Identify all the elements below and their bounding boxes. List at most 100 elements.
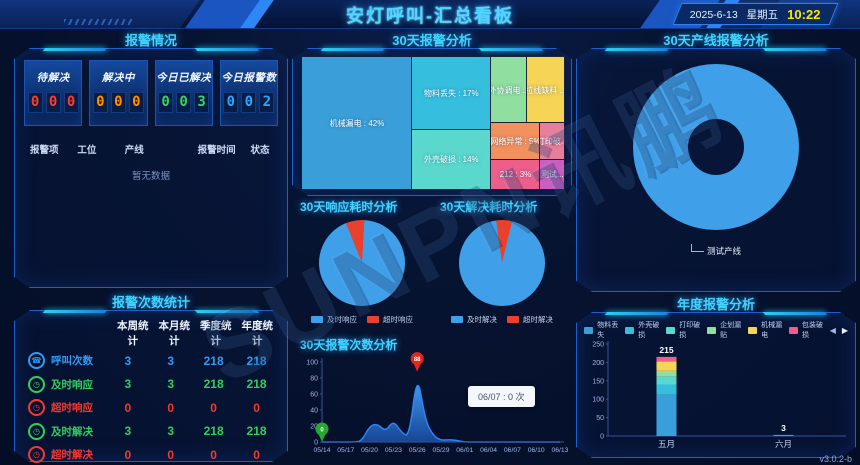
svg-text:0: 0 bbox=[600, 434, 604, 441]
stats-value: 3 bbox=[167, 377, 175, 392]
legend-swatch bbox=[451, 316, 463, 323]
legend-item[interactable]: 包装破损 bbox=[788, 320, 824, 340]
version-text: v3.0.2-b bbox=[819, 454, 852, 464]
stats-row-label: 及时解决 bbox=[51, 425, 93, 438]
svg-text:150: 150 bbox=[592, 378, 604, 385]
frame-accent bbox=[604, 312, 670, 315]
treemap-label: 212 : 3% bbox=[499, 169, 532, 179]
page-title: 安灯呼叫-汇总看板 bbox=[346, 6, 514, 26]
legend-item[interactable]: 企划漏贴 bbox=[706, 320, 742, 340]
svg-text:80: 80 bbox=[310, 376, 318, 383]
svg-text:06/13: 06/13 bbox=[551, 447, 568, 454]
stats-value: 3 bbox=[124, 353, 132, 368]
stats-row: ☎ 呼叫次数 3 3 218 218 bbox=[28, 350, 278, 372]
legend-label: 企划漏贴 bbox=[720, 322, 742, 339]
chart-title: 30天响应耗时分析 bbox=[300, 200, 398, 214]
frame-accent bbox=[762, 312, 828, 315]
stats-value: 218 bbox=[203, 353, 224, 368]
legend-label: 超时响应 bbox=[383, 315, 413, 324]
area-chart[interactable]: 0 20 40 60 80 100 05/14 05/17 05/20 05/23 05… bbox=[296, 352, 569, 458]
stats-row-label: 及时响应 bbox=[51, 378, 93, 391]
stats-row-label: 超时解决 bbox=[51, 449, 93, 462]
treemap-label: 外壳破损 : 14% bbox=[423, 154, 479, 164]
pie-legend: 及时解决 超时解决 bbox=[432, 314, 572, 325]
treemap-block[interactable]: 网络异常 : 5% bbox=[489, 122, 542, 161]
donut-hole bbox=[688, 119, 744, 175]
stat-card-label: 今日已解决 bbox=[156, 72, 212, 84]
pie-chart-response[interactable] bbox=[319, 220, 405, 306]
stats-row: ◷ 及时解决 3 3 218 218 bbox=[28, 421, 278, 443]
pie-chart-resolve[interactable] bbox=[459, 220, 545, 306]
treemap-label: 物料丢失 : 17% bbox=[423, 88, 479, 98]
bar-legend: 物料丢失 外壳破损 打印破损 企划漏贴 机械漏电 包装破损 ◀ ▶ bbox=[584, 320, 848, 340]
legend-item[interactable]: 及时解决 bbox=[451, 314, 497, 325]
panel-title: 30天产线报警分析 bbox=[663, 33, 769, 48]
clock-icon: ◷ bbox=[28, 446, 45, 464]
stats-value: 0 bbox=[253, 400, 260, 415]
legend-prev-arrow[interactable]: ◀ bbox=[829, 325, 836, 335]
area-chart-svg: 0 20 40 60 80 100 05/14 05/17 05/20 05/23 05… bbox=[306, 352, 569, 454]
treemap-block[interactable]: 物料丢失 : 17% bbox=[411, 56, 492, 131]
stats-value: 3 bbox=[167, 424, 175, 439]
svg-text:05/14: 05/14 bbox=[313, 447, 330, 454]
svg-text:40: 40 bbox=[310, 408, 318, 415]
treemap-block[interactable]: 机械漏电 : 42% bbox=[301, 56, 414, 190]
treemap-block[interactable]: 212 : 3% bbox=[489, 158, 542, 190]
svg-text:06/04: 06/04 bbox=[480, 447, 497, 454]
frame-accent bbox=[42, 48, 108, 51]
header-bar: 安灯呼叫-汇总看板 2025-6-13 星期五 10:22 bbox=[0, 0, 860, 29]
chart-tooltip: 06/07 : 0 次 bbox=[468, 386, 535, 407]
donut-label-text: 测试产线 bbox=[706, 246, 741, 256]
stats-value: 0 bbox=[167, 400, 175, 415]
legend-swatch bbox=[507, 316, 519, 323]
treemap-block[interactable]: 测试... bbox=[539, 158, 565, 190]
svg-text:六月: 六月 bbox=[775, 439, 792, 449]
legend-item[interactable]: 物料丢失 bbox=[584, 320, 619, 340]
legend-label: 机械漏电 bbox=[761, 322, 783, 339]
panel-title: 年度报警分析 bbox=[676, 297, 755, 312]
treemap-chart[interactable]: 机械漏电 : 42% 物料丢失 : 17% 外壳破损 : 14% 外协调电 ... 拉线… bbox=[301, 56, 565, 190]
datetime-box: 2025-6-13 星期五 10:22 bbox=[672, 3, 839, 25]
svg-text:0: 0 bbox=[320, 428, 324, 434]
frame-accent bbox=[478, 48, 544, 51]
donut-chart[interactable] bbox=[633, 64, 799, 230]
stats-row: ◷ 及时响应 3 3 218 218 bbox=[28, 374, 278, 396]
treemap-block[interactable]: 打印破... bbox=[539, 122, 565, 161]
stat-card-label: 解决中 bbox=[101, 72, 135, 84]
data-pin-marker: 0 bbox=[315, 422, 329, 442]
panel-year-alarm-analysis: 年度报警分析 物料丢失 外壳破损 打印破损 企划漏贴 机械漏电 包装破损 ◀ ▶ 0 50 1… bbox=[576, 294, 856, 458]
legend-item[interactable]: 机械漏电 bbox=[747, 320, 783, 340]
stats-col-header: 本月统计 bbox=[158, 320, 191, 347]
legend-item[interactable]: 打印破损 bbox=[665, 320, 701, 340]
clock-icon: ◷ bbox=[28, 422, 45, 440]
frame-accent bbox=[604, 48, 670, 51]
legend-item[interactable]: 及时响应 bbox=[311, 314, 357, 325]
stacked-bar-chart[interactable]: 0 50 100 150 200 250 215 五月 3 六月 bbox=[582, 336, 850, 452]
svg-text:3: 3 bbox=[781, 423, 786, 433]
panel-alarm-stats: 报警次数统计 本周统计 本月统计 季度统计 年度统计 ☎ 呼叫次数 3 3 218 218 ◷… bbox=[14, 292, 288, 465]
legend-item[interactable]: 外壳破损 bbox=[624, 320, 660, 340]
stats-table: 本周统计 本月统计 季度统计 年度统计 ☎ 呼叫次数 3 3 218 218 ◷ 及时响应 3 3… bbox=[28, 318, 278, 465]
treemap-block[interactable]: 外壳破损 : 14% bbox=[411, 128, 492, 190]
stats-value: 0 bbox=[167, 447, 175, 462]
legend-swatch bbox=[747, 326, 758, 334]
alarm-col-header: 报警项 bbox=[30, 145, 59, 156]
svg-text:100: 100 bbox=[306, 360, 318, 367]
pie-legend: 及时响应 超时响应 bbox=[292, 314, 432, 325]
legend-item[interactable]: 超时解决 bbox=[507, 314, 553, 325]
treemap-block[interactable]: 外协调电 ... bbox=[489, 56, 529, 124]
legend-label: 外壳破损 bbox=[638, 322, 660, 339]
legend-swatch bbox=[311, 316, 323, 323]
alarm-col-header: 产线 bbox=[124, 145, 144, 156]
legend-item[interactable]: 超时响应 bbox=[367, 314, 413, 325]
legend-next-arrow[interactable]: ▶ bbox=[841, 325, 848, 335]
frame-accent bbox=[762, 48, 828, 51]
frame-accent bbox=[194, 310, 260, 313]
chart-title: 30天报警次数分析 bbox=[300, 338, 398, 352]
treemap-block[interactable]: 拉线缺料 ... bbox=[526, 56, 565, 124]
stats-col-header: 季度统计 bbox=[200, 320, 232, 347]
